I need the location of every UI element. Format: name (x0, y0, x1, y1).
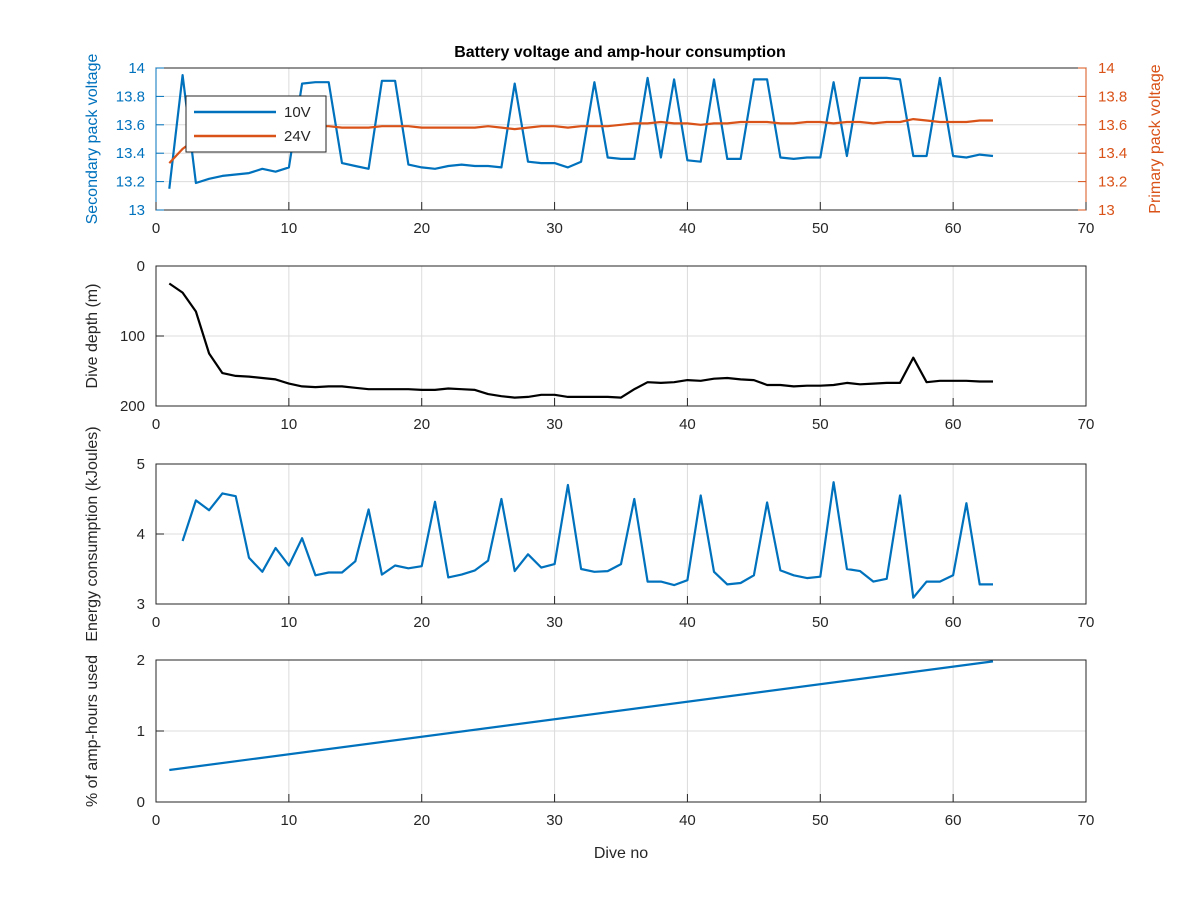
y-axis-label: Secondary pack voltage (84, 54, 101, 225)
y-tick-label: 1 (137, 723, 145, 740)
y-tick-label: 4 (137, 526, 145, 543)
x-tick-label: 30 (546, 614, 563, 631)
x-tick-label: 10 (281, 416, 298, 433)
x-tick-label: 30 (546, 812, 563, 829)
x-tick-label: 60 (945, 220, 962, 237)
y-axis-label: % of amp-hours used (84, 655, 101, 807)
x-tick-label: 70 (1078, 416, 1095, 433)
y-tick-label: 13.4 (116, 145, 145, 162)
x-tick-label: 20 (413, 812, 430, 829)
subplot-4: 0 10 20 30 40 50 60 70 0 1 2 % of amp-hours used Div… (84, 652, 1094, 862)
x-tick-label: 10 (281, 812, 298, 829)
x-tick-label: 40 (679, 812, 696, 829)
x-tick-label: 50 (812, 812, 829, 829)
y-tick-label: 100 (120, 328, 145, 345)
subplot-2: 0 10 20 30 40 50 60 70 0 100 200 Dive depth (m) (84, 258, 1094, 433)
x-tick-label: 0 (152, 416, 160, 433)
y-tick-label: 3 (137, 596, 145, 613)
x-tick-label: 30 (546, 416, 563, 433)
x-tick-label: 50 (812, 614, 829, 631)
y-tick-label: 13.2 (116, 174, 145, 191)
x-tick-label: 50 (812, 220, 829, 237)
legend-label: 24V (284, 128, 311, 145)
y-tick-label: 13 (128, 202, 145, 219)
y-right-tick-label: 13.6 (1098, 117, 1127, 134)
x-tick-label: 40 (679, 614, 696, 631)
y-tick-label: 2 (137, 652, 145, 669)
x-tick-label: 10 (281, 614, 298, 631)
legend-box (185, 95, 327, 153)
x-tick-label: 40 (679, 220, 696, 237)
x-tick-label: 0 (152, 614, 160, 631)
y-tick-label: 200 (120, 398, 145, 415)
series-line-1 (181, 481, 993, 599)
x-tick-label: 20 (413, 614, 430, 631)
y-axis-label: Dive depth (m) (84, 284, 101, 389)
x-tick-label: 0 (152, 812, 160, 829)
series-line-10v (168, 73, 994, 189)
y-tick-label: 13.8 (116, 88, 145, 105)
x-tick-label: 0 (152, 220, 160, 237)
y-tick-label: 13.6 (116, 117, 145, 134)
y-right-tick-label: 13 (1098, 202, 1115, 219)
legend-label: 10V (284, 104, 311, 121)
x-tick-label: 70 (1078, 614, 1095, 631)
y-tick-label: 0 (137, 258, 145, 275)
series-line-1 (169, 660, 994, 772)
y-tick-label: 14 (128, 60, 145, 77)
x-tick-label: 20 (413, 416, 430, 433)
x-tick-label: 50 (812, 416, 829, 433)
x-tick-label: 60 (945, 416, 962, 433)
x-tick-label: 70 (1078, 812, 1095, 829)
x-tick-label: 60 (945, 812, 962, 829)
x-tick-label: 40 (679, 416, 696, 433)
y-right-axis-label: Primary pack voltage (1147, 64, 1164, 213)
subplot-3: 0 10 20 30 40 50 60 70 3 4 5 Energy consumption (kJ… (84, 426, 1094, 641)
subplot-1: 0 10 20 30 40 50 60 701313.213.413.613.8141313.… (84, 54, 1164, 237)
x-axis-label: Dive no (594, 845, 648, 862)
y-right-tick-label: 13.4 (1098, 145, 1127, 162)
x-tick-label: 70 (1078, 220, 1095, 237)
y-right-tick-label: 13.8 (1098, 88, 1127, 105)
x-tick-label: 20 (413, 220, 430, 237)
y-right-tick-label: 14 (1098, 60, 1115, 77)
x-tick-label: 10 (281, 220, 298, 237)
x-tick-label: 30 (546, 220, 563, 237)
chart-title: Battery voltage and amp-hour consumption (454, 44, 786, 61)
y-tick-label: 0 (137, 794, 145, 811)
series-line-1 (168, 282, 993, 399)
y-right-tick-label: 13.2 (1098, 174, 1127, 191)
x-tick-label: 60 (945, 614, 962, 631)
y-axis-label: Energy consumption (kJoules) (84, 426, 101, 641)
y-tick-label: 5 (137, 456, 145, 473)
